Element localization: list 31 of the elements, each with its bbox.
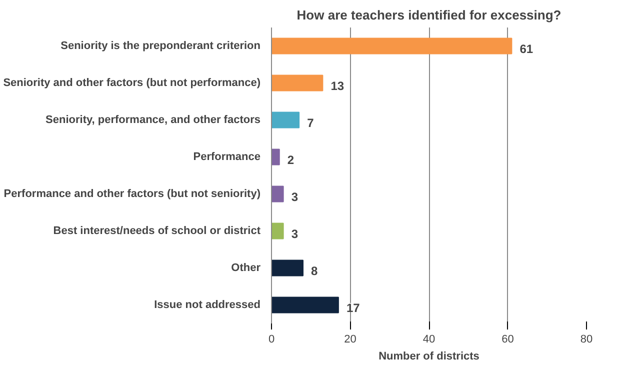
x-tick-label: 40	[422, 334, 436, 346]
y-tick-label: Issue not addressed	[154, 299, 261, 311]
bar	[272, 186, 284, 202]
x-tick-label: 80	[580, 334, 593, 346]
x-tick-label: 20	[344, 334, 356, 346]
x-axis-title: Number of districts	[378, 350, 480, 362]
bar	[272, 222, 284, 240]
y-tick-label: Other	[231, 262, 262, 274]
y-tick-label: Best interest/needs of school or district	[53, 225, 261, 237]
data-label: 7	[307, 116, 314, 130]
bar	[272, 260, 304, 276]
y-tick-label: Seniority and other factors (but not performance)	[3, 77, 261, 89]
bar	[272, 38, 512, 54]
y-tick-label: Seniority, performance, and other factors	[46, 114, 261, 126]
data-label: 61	[520, 42, 534, 56]
chart-title: How are teachers identified for excessing?	[296, 8, 562, 22]
bar	[272, 296, 339, 314]
x-tick-label: 0	[268, 334, 275, 346]
bar	[272, 74, 324, 92]
data-label: 8	[311, 264, 318, 278]
data-label: 17	[346, 301, 360, 315]
data-label: 3	[291, 190, 298, 204]
x-tick-label: 60	[502, 334, 514, 346]
bar	[272, 148, 280, 166]
data-label: 2	[287, 153, 294, 167]
y-tick-label: Performance	[193, 151, 261, 163]
bar	[272, 112, 300, 128]
data-label: 13	[330, 79, 344, 93]
y-tick-label: Performance and other factors (but not seniority)	[4, 188, 261, 200]
y-tick-label: Seniority is the preponderant criterion	[60, 40, 261, 52]
data-label: 3	[291, 227, 298, 241]
